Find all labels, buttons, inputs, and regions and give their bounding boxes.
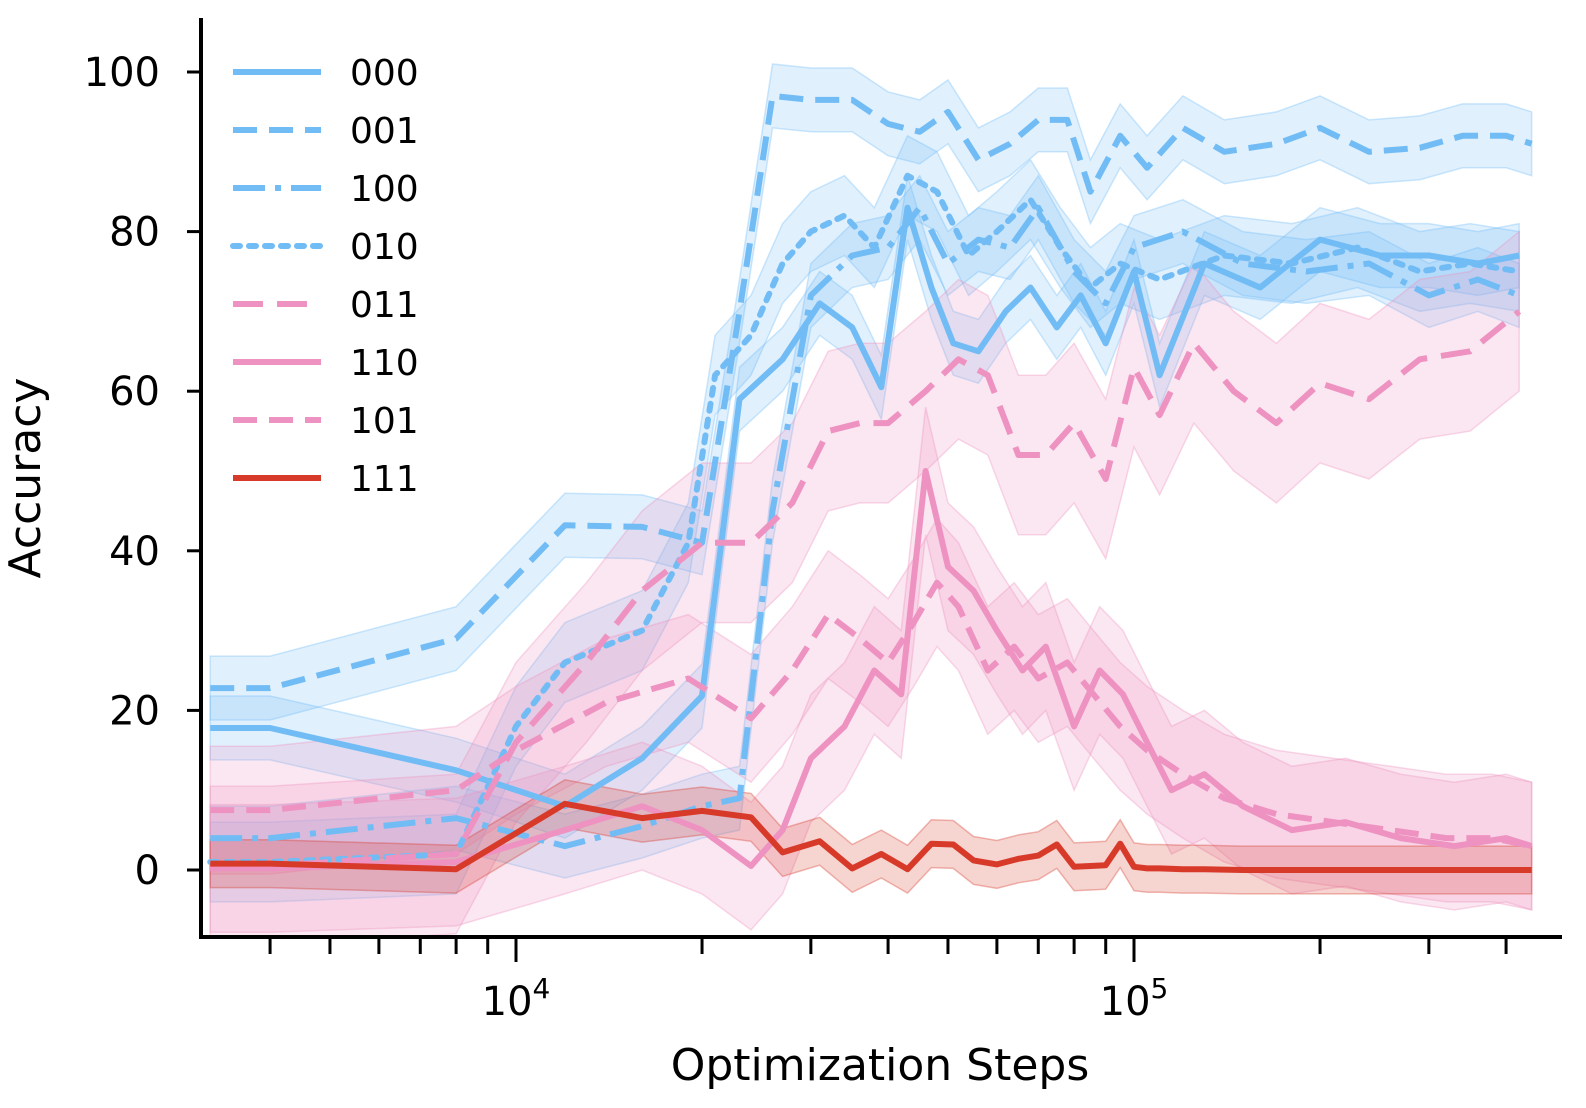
y-tick-label: 40	[109, 529, 160, 575]
series-001-band	[209, 63, 1533, 721]
legend-label-100: 100	[350, 169, 419, 210]
series-101-band	[209, 517, 1533, 911]
y-ticks: 0 20 40 60 80 100	[84, 50, 201, 894]
series-110-line	[210, 468, 1533, 872]
series-011-line	[210, 309, 1522, 869]
series-100-band	[209, 174, 1520, 879]
series-000-band	[209, 175, 1520, 839]
y-axis-title: Accuracy	[0, 378, 51, 579]
x-axis-title: Optimization Steps	[671, 1040, 1090, 1091]
legend: 000 001 100 010 011 110 101 111	[230, 53, 419, 500]
y-tick-label: 20	[109, 688, 160, 734]
legend-label-111: 111	[350, 459, 419, 500]
x-tick-label: 104	[482, 972, 551, 1025]
series-lines	[207, 92, 1533, 873]
axes	[199, 18, 1562, 939]
series-010-line	[207, 172, 1523, 865]
legend-label-001: 001	[350, 111, 419, 152]
y-tick-label: 0	[135, 848, 160, 894]
y-tick-label: 100	[84, 50, 160, 96]
series-100-line	[210, 204, 1521, 850]
legend-label-101: 101	[350, 401, 419, 442]
y-tick-label: 60	[109, 369, 160, 415]
legend-label-010: 010	[350, 227, 419, 268]
legend-label-000: 000	[350, 53, 419, 94]
series-101-line	[210, 579, 1533, 850]
series-001-line	[210, 92, 1533, 692]
legend-label-110: 110	[350, 343, 419, 384]
y-tick-label: 80	[109, 210, 160, 256]
series-111-line	[210, 800, 1532, 873]
x-ticks: 104 105	[268, 937, 1508, 1025]
confidence-bands	[209, 63, 1533, 937]
series-011-band	[209, 230, 1520, 937]
series-111-band	[209, 779, 1533, 895]
x-tick-label: 105	[1100, 972, 1169, 1025]
legend-label-011: 011	[350, 285, 419, 326]
series-000-line	[210, 204, 1520, 810]
